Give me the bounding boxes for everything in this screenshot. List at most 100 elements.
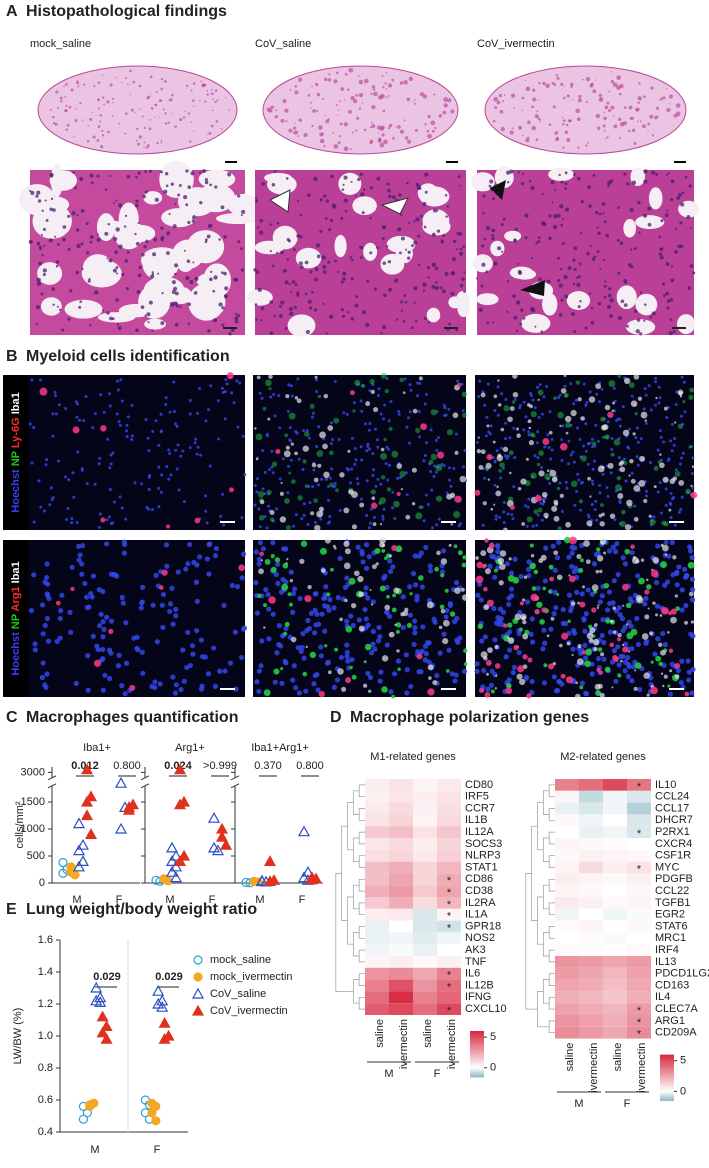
nucleus: [579, 232, 583, 235]
nucleus: [580, 480, 584, 484]
np-signal: [533, 509, 539, 515]
tissue-texture: [545, 83, 550, 89]
gene-label: CCL24: [655, 791, 689, 803]
nucleus: [263, 587, 269, 593]
nucleus: [37, 199, 42, 203]
nucleus: [319, 517, 323, 521]
iba1-signal: [633, 686, 638, 691]
nucleus: [98, 512, 102, 516]
panel-title: Lung weight/body weight ratio: [26, 901, 257, 918]
nucleus: [188, 398, 192, 402]
heatmap-cell: [555, 920, 579, 933]
nucleus: [109, 316, 113, 321]
gene-label: IFNG: [465, 991, 491, 1003]
panel-title: Histopathological findings: [26, 3, 227, 20]
iba1-signal: [643, 672, 650, 679]
marker-signal: [622, 583, 629, 591]
tissue-texture: [318, 125, 323, 130]
colorbar-segment: [470, 1063, 484, 1066]
nucleus: [648, 460, 652, 464]
nucleus: [307, 436, 311, 440]
nucleus: [114, 250, 119, 255]
tissue-texture: [592, 89, 597, 94]
nucleus: [97, 526, 101, 530]
nucleus: [293, 248, 296, 252]
nucleus: [451, 256, 457, 262]
iba1-signal: [475, 556, 479, 560]
np-signal: [688, 394, 694, 400]
iba1-signal: [663, 406, 668, 411]
tissue-texture: [636, 120, 639, 123]
np-signal: [604, 434, 610, 440]
nucleus: [497, 606, 504, 612]
marker-signal: [581, 650, 587, 655]
np-signal: [273, 668, 280, 675]
nucleus: [278, 314, 283, 318]
tissue-texture: [492, 119, 496, 123]
marker-signal: [486, 454, 493, 461]
iba1-signal: [600, 424, 607, 431]
data-point: [173, 855, 187, 867]
iba1-signal: [268, 374, 273, 379]
colorbar-segment: [470, 1046, 484, 1049]
marker-signal: [527, 657, 533, 663]
nucleus: [679, 607, 685, 613]
nucleus: [359, 551, 365, 557]
iba1-signal: [688, 591, 694, 597]
nucleus: [582, 444, 586, 448]
tissue-texture: [73, 136, 75, 138]
nucleus: [598, 491, 602, 495]
nucleus: [334, 677, 341, 683]
nucleus: [431, 526, 435, 530]
nucleus: [496, 385, 500, 389]
tissue-texture: [311, 124, 314, 128]
nucleus: [613, 518, 617, 522]
np-signal: [685, 488, 691, 495]
nucleus: [407, 250, 411, 254]
heatmap-cell: [579, 897, 603, 909]
np-signal: [415, 512, 423, 520]
tissue-texture: [388, 94, 390, 97]
nucleus: [126, 415, 130, 419]
heatmap-cell: [579, 861, 603, 874]
heatmap-cell: [627, 897, 651, 909]
nucleus: [286, 258, 290, 261]
nucleus: [186, 259, 191, 263]
nucleus: [418, 550, 424, 556]
tissue-texture: [192, 99, 195, 102]
nucleus: [447, 407, 451, 411]
colorbar-segment: [660, 1069, 674, 1072]
iba1-signal: [343, 540, 350, 547]
iba1-signal: [393, 587, 400, 594]
nucleus: [147, 449, 151, 453]
nucleus: [377, 634, 383, 640]
nucleus: [582, 690, 589, 696]
nucleus: [588, 292, 592, 295]
tissue-texture: [64, 109, 67, 113]
nucleus: [39, 505, 43, 509]
iba1-signal: [662, 544, 669, 552]
nucleus: [100, 619, 106, 625]
nucleus: [397, 227, 402, 232]
nucleus: [302, 513, 306, 517]
gene-label: TGFB1: [655, 897, 690, 909]
significance-star: *: [447, 981, 452, 993]
nucleus: [546, 433, 550, 437]
nucleus: [198, 637, 204, 643]
nucleus: [194, 598, 200, 604]
nucleus: [137, 221, 140, 225]
iba1-signal: [593, 646, 598, 652]
nucleus: [374, 484, 378, 488]
nucleus: [389, 399, 393, 403]
nucleus: [70, 517, 74, 521]
heatmap-cell: [389, 897, 413, 909]
y-tick-label: 1000: [21, 823, 45, 835]
dendrogram: [352, 790, 360, 815]
significance-star: *: [447, 911, 452, 923]
iba1-signal: [426, 601, 434, 609]
nucleus: [558, 313, 563, 317]
alveolar-space: [616, 285, 637, 310]
nucleus: [687, 544, 693, 550]
nucleus: [622, 668, 628, 674]
nucleus: [365, 449, 369, 453]
